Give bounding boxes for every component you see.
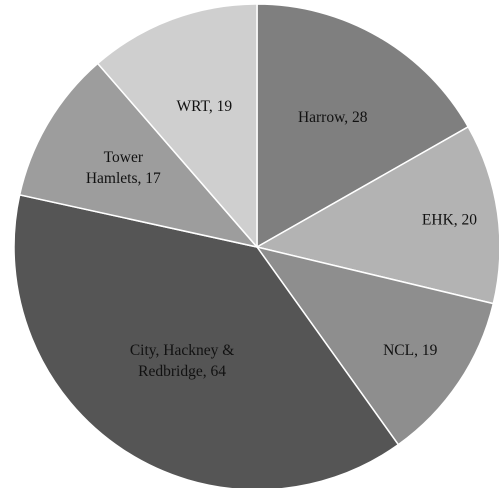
- pie-slice-wrt-19: [96, 3, 258, 250]
- slice-label-line: NCL, 19: [383, 342, 438, 359]
- pie-slice-ehk-20: [254, 125, 499, 305]
- slice-label-ncl-19: NCL, 19: [383, 342, 438, 359]
- slices-layer: [13, 3, 499, 488]
- slice-label-line: WRT, 19: [176, 98, 232, 115]
- slice-label-harrow-28: Harrow, 28: [298, 109, 368, 126]
- pie-slice-ncl-19: [255, 245, 495, 446]
- slice-label-line: Tower: [104, 149, 144, 166]
- slice-label-line: Redbridge, 64: [138, 363, 226, 380]
- pie-slice-harrow-28: [256, 3, 470, 249]
- slice-label-line: EHK, 20: [422, 212, 477, 229]
- slice-label-city-hackney: City, Hackney & Redbridge, 64: [130, 342, 234, 380]
- labels-layer: Harrow, 28 EHK, 20 NCL, 19 City, Hackney & R…: [86, 98, 477, 380]
- slice-label-line: City, Hackney &: [130, 342, 234, 359]
- slice-label-wrt-19: WRT, 19: [176, 98, 232, 115]
- pie-slice-city-hackney: [13, 193, 400, 488]
- pie-slice-tower: [18, 62, 260, 249]
- slice-label-line: Hamlets, 17: [86, 170, 161, 187]
- slice-label-ehk-20: EHK, 20: [422, 212, 477, 229]
- slice-label-line: Harrow, 28: [298, 109, 368, 126]
- slice-label-tower: Tower Hamlets, 17: [86, 149, 161, 187]
